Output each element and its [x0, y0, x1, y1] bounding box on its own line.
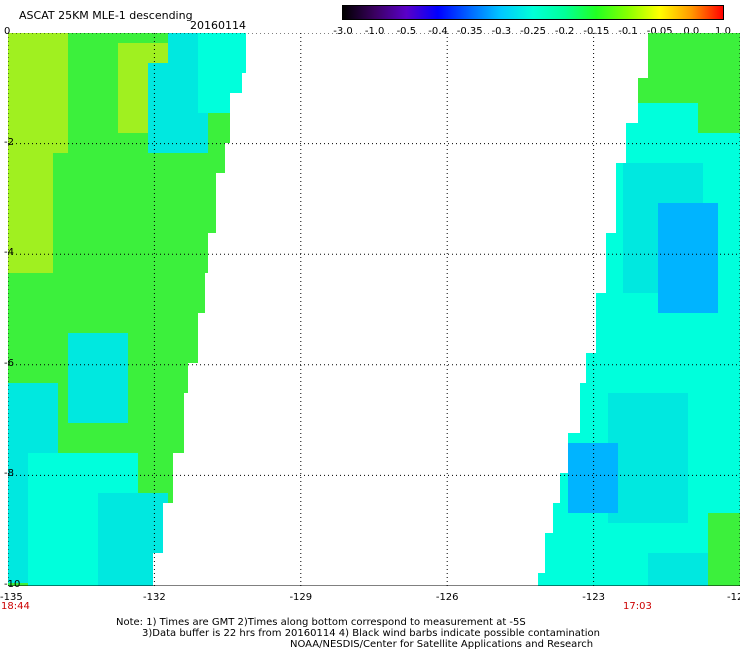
- color-scale-bar: [342, 5, 724, 20]
- note-line-2: 3)Data buffer is 22 hrs from 20160114 4)…: [142, 628, 600, 639]
- note-line-1: Note: 1) Times are GMT 2)Times along bot…: [116, 617, 526, 628]
- longitude-label: -12: [727, 592, 740, 603]
- product-date: 20160114: [190, 19, 246, 32]
- longitude-label: -129: [289, 592, 313, 603]
- color-scale-label: -0.25: [520, 26, 546, 37]
- right-pass-time: 17:03: [623, 601, 652, 612]
- color-scale-label: -0.15: [583, 26, 610, 37]
- longitude-label: -123: [582, 592, 605, 603]
- wind-swath-map: [8, 33, 740, 586]
- swath-right: [536, 33, 740, 586]
- latitude-label: -8: [4, 468, 14, 480]
- color-scale-label: 0.0: [683, 26, 700, 37]
- color-scale-label: -0.3: [491, 26, 512, 37]
- color-scale-label: -1.0: [364, 26, 385, 37]
- lat-lon-grid: [8, 33, 740, 586]
- product-title: ASCAT 25KM MLE-1 descending: [19, 9, 193, 22]
- latitude-label: -10: [4, 579, 21, 590]
- latitude-label: -4: [4, 247, 14, 259]
- color-scale-label: -0.2: [554, 26, 575, 37]
- left-pass-time: 18:44: [1, 601, 30, 612]
- longitude-label: -132: [143, 592, 166, 603]
- latitude-label: 0: [4, 26, 11, 37]
- latitude-label: -6: [4, 357, 14, 369]
- color-scale-label: -0.4: [428, 26, 448, 37]
- color-scale-label: -3.0: [333, 26, 353, 37]
- color-scale-label: 1.0: [715, 26, 731, 37]
- note-line-3: NOAA/NESDIS/Center for Satellite Applica…: [290, 639, 594, 650]
- swath-left: [8, 33, 246, 586]
- color-scale-label: -0.35: [456, 26, 483, 37]
- color-scale-label: -0.1: [618, 26, 638, 37]
- longitude-label: -126: [435, 592, 459, 603]
- swath-left-fill: [8, 33, 246, 586]
- latitude-label: -2: [4, 136, 14, 148]
- color-scale-label: -0.05: [646, 26, 673, 37]
- color-scale-label: -0.5: [396, 26, 417, 37]
- longitude-label: -135: [0, 592, 23, 603]
